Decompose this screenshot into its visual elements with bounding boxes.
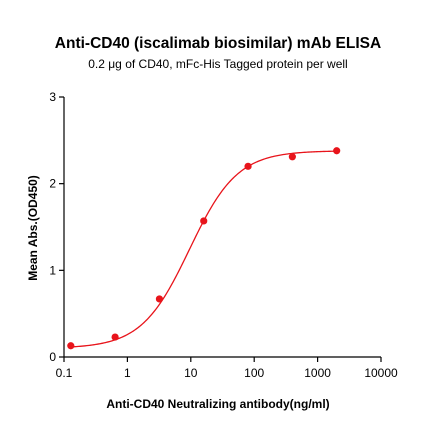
data-point <box>244 162 252 170</box>
x-axis-label: Anti-CD40 Neutralizing antibody(ng/ml) <box>106 397 329 411</box>
x-tick-label: 0.1 <box>56 366 73 380</box>
data-point <box>288 153 296 161</box>
fit-curve-layer <box>70 150 337 348</box>
data-point <box>200 217 208 225</box>
y-axis: 0 1 2 3 <box>49 90 65 364</box>
fit-curve <box>70 150 337 348</box>
x-axis: 0.1 1 10 100 1000 10000 <box>56 356 398 380</box>
data-point <box>67 342 75 350</box>
data-point <box>333 147 341 155</box>
x-tick-label: 1000 <box>304 366 331 380</box>
data-points-layer <box>67 147 341 350</box>
y-tick-label: 3 <box>49 90 56 104</box>
x-tick-label: 100 <box>244 366 264 380</box>
y-tick-label: 1 <box>49 263 56 277</box>
chart-subtitle: 0.2 μg of CD40, mFc-His Tagged protein p… <box>88 57 347 71</box>
chart-title: Anti-CD40 (iscalimab biosimilar) mAb ELI… <box>55 35 381 52</box>
x-tick-label: 1 <box>124 366 131 380</box>
data-point <box>111 333 119 341</box>
x-tick-label: 10000 <box>364 366 398 380</box>
y-tick-label: 0 <box>49 350 56 364</box>
data-point <box>155 295 164 303</box>
y-axis-label: Mean Abs.(OD450) <box>26 175 40 281</box>
y-tick-label: 2 <box>49 177 56 191</box>
x-tick-label: 10 <box>184 366 198 380</box>
